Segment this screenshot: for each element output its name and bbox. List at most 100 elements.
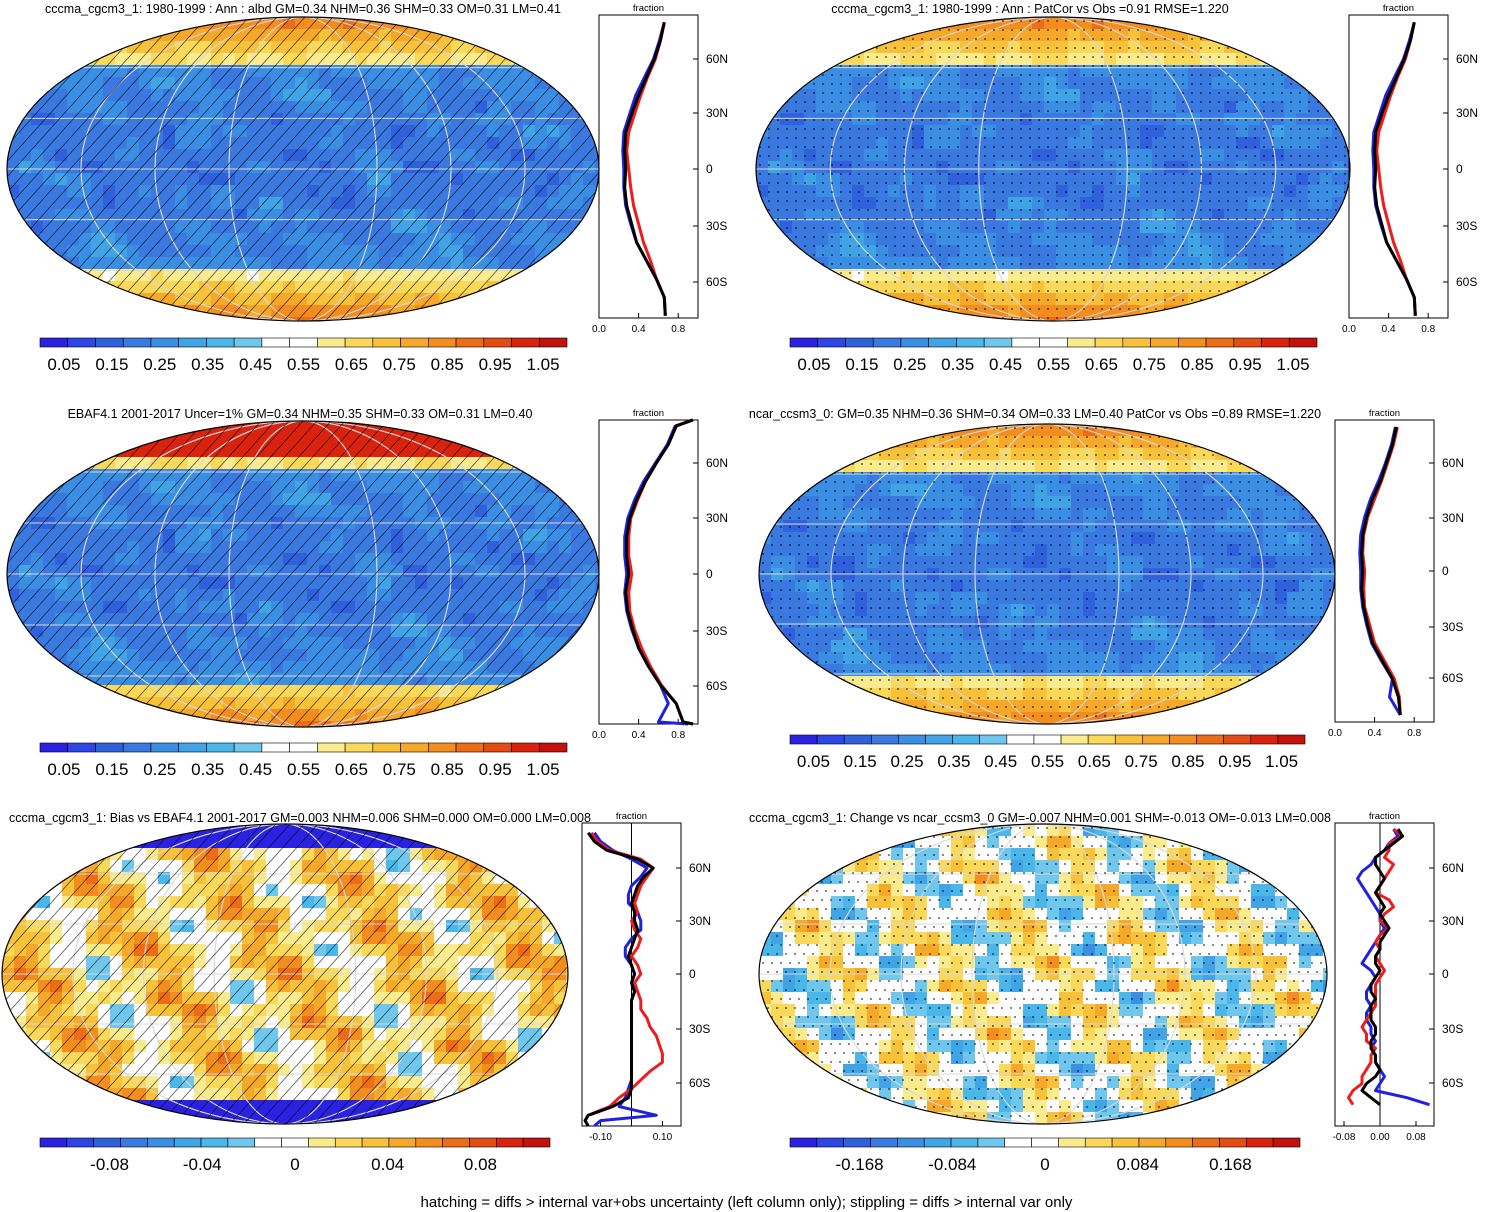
colorbar-bin [1246, 1137, 1274, 1148]
profile-xlabel: fraction [633, 3, 664, 14]
colorbar-bin [1192, 1137, 1220, 1148]
profile-xtick: 0.4 [1382, 324, 1396, 335]
colorbar-bin [308, 1137, 336, 1148]
colorbar-label: 0.05 [47, 760, 80, 779]
colorbar: 0.05 0.15 0.25 0.35 0.45 0.55 0.65 0.75 0.85 0.95… [789, 734, 1306, 771]
colorbar-bin [496, 1137, 524, 1148]
colorbar-label: -0.04 [183, 1155, 222, 1174]
profile-xtick: -0.10 [589, 1132, 612, 1143]
colorbar-bin [344, 337, 374, 348]
colorbar-bin [1031, 1137, 1059, 1148]
colorbar-label: 0.75 [1133, 355, 1166, 374]
colorbar-bin [1169, 734, 1197, 745]
colorbar-bin [1087, 734, 1116, 745]
colorbar-bin [227, 1137, 256, 1148]
colorbar-label: 0.95 [479, 760, 512, 779]
colorbar-label: 0.55 [1031, 752, 1064, 771]
colorbar-bin [95, 337, 124, 348]
profile-ytick: 30N [706, 511, 728, 525]
profile-ytick: 60N [706, 52, 728, 66]
colorbar-bin [67, 742, 96, 753]
profile-ytick: 30S [706, 624, 727, 638]
map-2 [756, 17, 1350, 321]
profile-xlabel: fraction [616, 811, 647, 822]
colorbar-bin [1094, 337, 1124, 348]
colorbar-bin [233, 742, 263, 753]
colorbar-bin [538, 742, 568, 753]
colorbar-bin [388, 1137, 417, 1148]
profile-xtick: 0.8 [1421, 324, 1435, 335]
colorbar-label: 0.25 [890, 752, 923, 771]
profile-line-red [625, 21, 667, 316]
colorbar-bin [789, 734, 818, 745]
colorbar-bin [1060, 734, 1089, 745]
colorbar-bin [1277, 734, 1306, 745]
profile-ytick: 30N [1442, 511, 1464, 525]
panel-3: EBAF4.1 2001-2017 Uncer=1% GM=0.34 NHM=0… [6, 407, 728, 779]
colorbar-label: 0.85 [1171, 752, 1204, 771]
profile-line-red [1347, 827, 1404, 1106]
profile-xtick: 0.4 [632, 730, 646, 741]
profile-ytick: 60S [706, 679, 727, 693]
profile-ytick: 30N [1456, 106, 1478, 120]
profile-ytick: 30S [689, 1022, 710, 1036]
colorbar-label: 0.04 [371, 1155, 404, 1174]
profile-line-red [627, 418, 694, 726]
colorbar-bin [956, 337, 985, 348]
panel-title: cccma_cgcm3_1: Change vs ncar_ccsm3_0 GM… [749, 811, 1331, 825]
colorbar-bin [455, 337, 485, 348]
profile-line-black [583, 831, 655, 1127]
panel-6: cccma_cgcm3_1: Change vs ncar_ccsm3_0 GM… [749, 811, 1464, 1174]
colorbar-bin [538, 337, 568, 348]
colorbar-bin [1261, 337, 1290, 348]
colorbar-label: 0.15 [845, 355, 878, 374]
colorbar-bin [870, 1137, 898, 1148]
profile-xlabel: fraction [1369, 408, 1400, 419]
colorbar-bin [289, 337, 318, 348]
map-border [758, 823, 1328, 1125]
colorbar-bin [361, 1137, 390, 1148]
profile-line-black [1360, 426, 1402, 716]
colorbar-bin [206, 337, 235, 348]
colorbar-label: 0.35 [191, 355, 224, 374]
colorbar-bin [845, 337, 874, 348]
colorbar-bin [872, 337, 902, 348]
colorbar-label: 0.15 [95, 355, 128, 374]
colorbar-bin [1219, 1137, 1247, 1148]
colorbar-bin [93, 1137, 121, 1148]
colorbar-bin [66, 1137, 94, 1148]
colorbar-label: 0.85 [431, 760, 464, 779]
colorbar-bin [898, 734, 926, 745]
colorbar-label: 0.45 [239, 760, 272, 779]
panel-2: cccma_cgcm3_1: 1980-1999 : Ann : PatCor … [755, 2, 1478, 374]
colorbar-bin [39, 1137, 68, 1148]
colorbar-bin [1111, 1137, 1140, 1148]
colorbar-label: 0.25 [893, 355, 926, 374]
colorbar-bin [1196, 734, 1224, 745]
colorbar-bin [843, 1137, 871, 1148]
colorbar-label: 0.75 [1125, 752, 1158, 771]
profile-line-black [624, 418, 694, 726]
profile-line-black [623, 21, 667, 316]
colorbar-label: 0.45 [239, 355, 272, 374]
colorbar-bin [1138, 1137, 1167, 1148]
profile-xtick: 0.0 [592, 730, 606, 741]
colorbar-bin [511, 742, 540, 753]
colorbar-bin [400, 742, 429, 753]
colorbar-label: 0.65 [1078, 752, 1111, 771]
colorbar-bin [289, 742, 318, 753]
profile-ytick: 30N [1442, 914, 1464, 928]
colorbar-label: 0.35 [191, 760, 224, 779]
profile-xtick: 0.0 [1328, 728, 1342, 739]
colorbar-bin [173, 1137, 202, 1148]
colorbar-label: 0.168 [1209, 1155, 1252, 1174]
colorbar-bin [317, 742, 346, 753]
zonal-profile: fraction -0.10 0.10 60N 30N 0 30S 60S [581, 811, 711, 1143]
zonal-profile: fraction 0.0 0.4 0.8 60N 30N 0 30S 60S [592, 3, 728, 335]
zonal-profile: fraction 0.0 0.4 0.8 60N 30N 0 30S 60S [1342, 3, 1478, 335]
colorbar-label: 0.084 [1116, 1155, 1159, 1174]
colorbar-label: 0.25 [143, 760, 176, 779]
colorbar-bin [415, 1137, 443, 1148]
colorbar-bin [206, 742, 235, 753]
colorbar-bin [1288, 337, 1318, 348]
